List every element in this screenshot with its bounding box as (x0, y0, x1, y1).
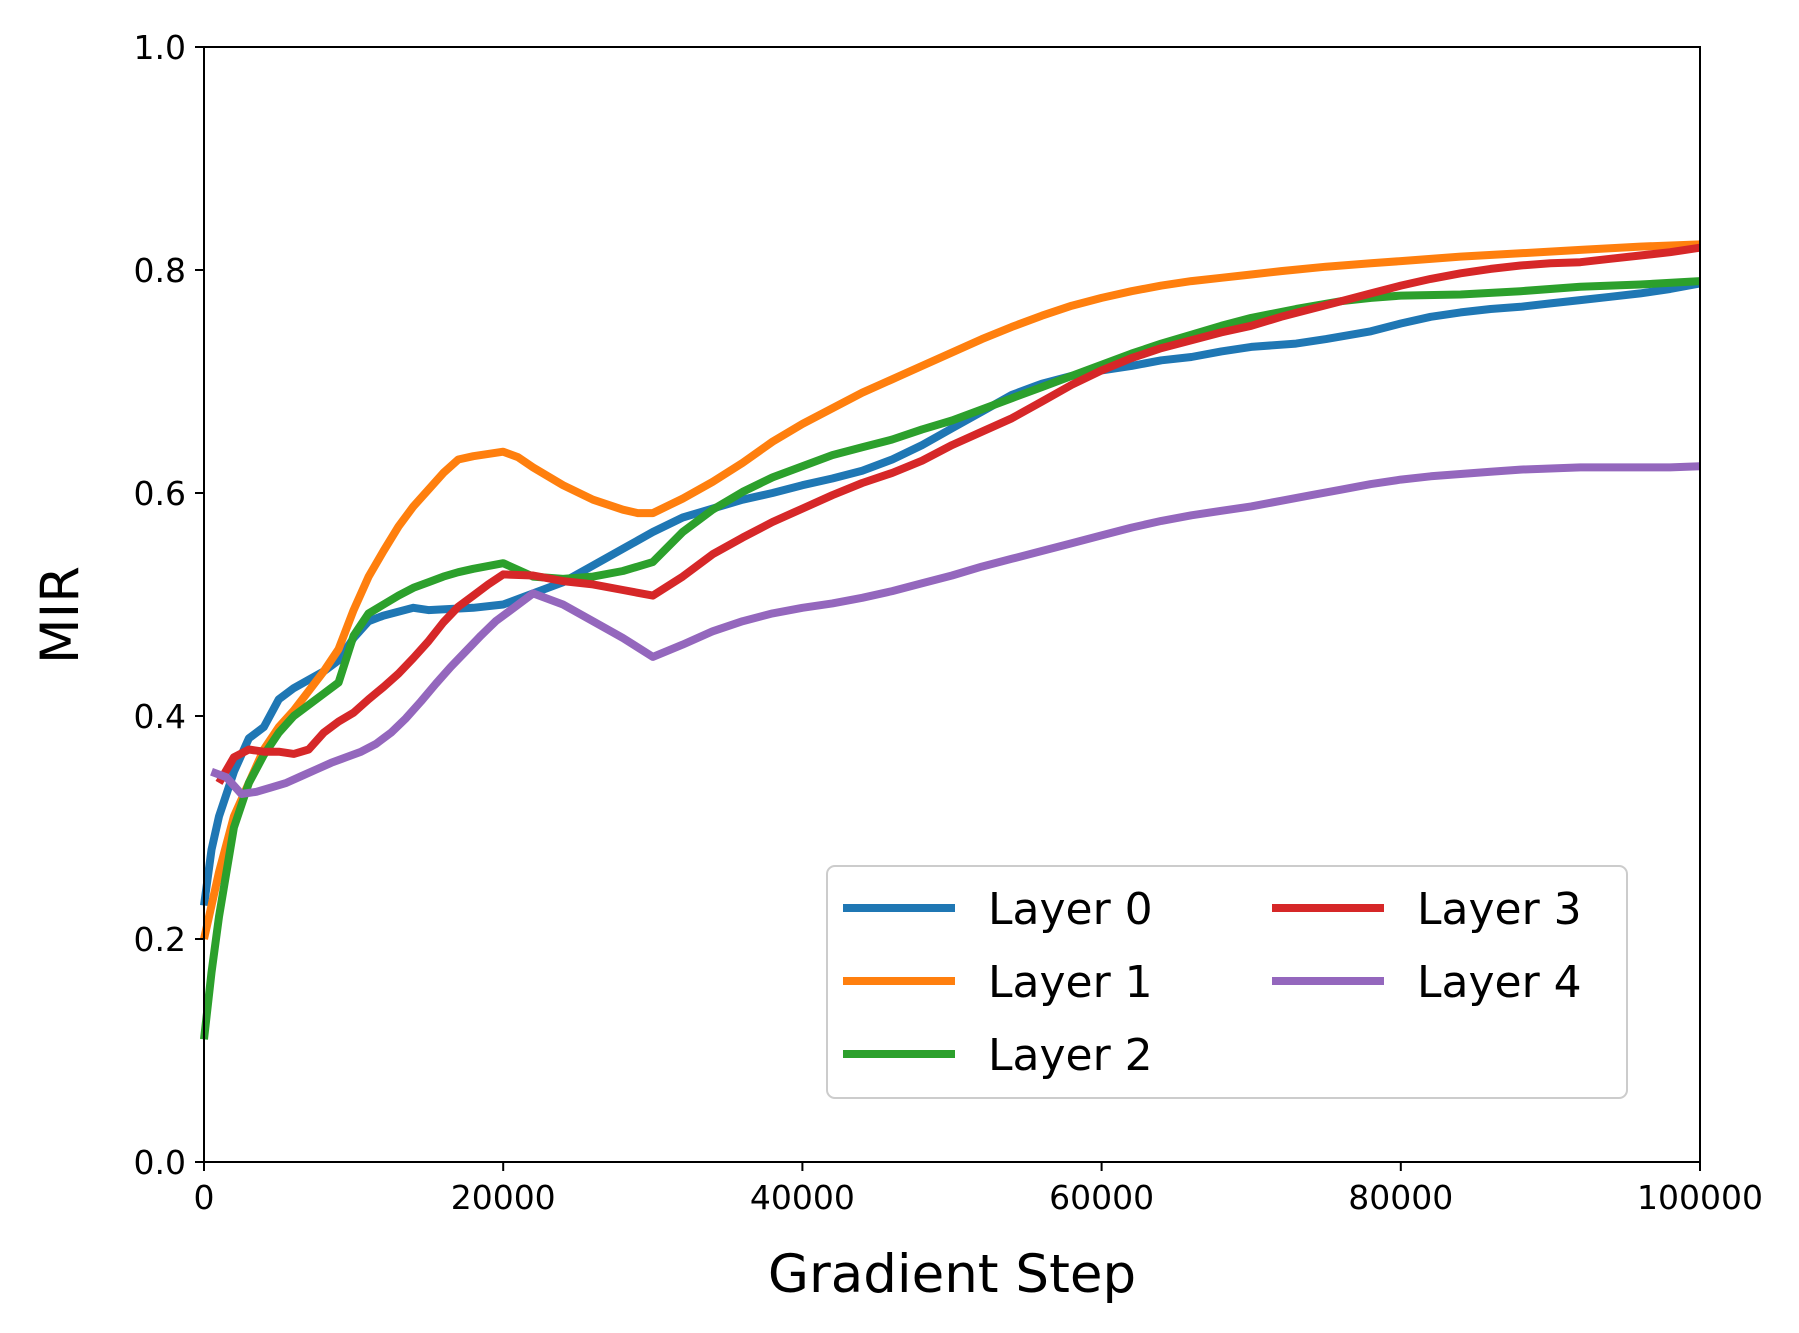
legend-box (826, 865, 1628, 1099)
series-lines (200, 240, 1701, 1040)
series-line-layer-2 (200, 277, 1701, 1040)
series-line-layer-4 (210, 462, 1701, 798)
legend-label-layer-2: Layer 2 (988, 1030, 1153, 1081)
x-axis-label: Gradient Step (768, 1244, 1136, 1305)
x-tick-label: 20000 (451, 1178, 556, 1217)
x-tick-label: 80000 (1348, 1178, 1453, 1217)
x-tick-label: 60000 (1049, 1178, 1154, 1217)
y-tick-label: 0.4 (134, 697, 186, 736)
y-axis-label: MIR (30, 566, 91, 664)
legend: Layer 0 Layer 1 Layer 2 Layer 3 Layer 4 (826, 865, 1628, 1099)
x-tick-label: 100000 (1637, 1178, 1763, 1217)
x-tick-label: 0 (194, 1178, 215, 1217)
y-tick-label: 1.0 (134, 28, 186, 67)
x-axis-ticks: 0 20000 40000 60000 80000 100000 (194, 1162, 1763, 1217)
y-tick-label: 0.8 (134, 251, 186, 290)
legend-label-layer-3: Layer 3 (1417, 884, 1582, 935)
y-tick-label: 0.0 (134, 1143, 186, 1182)
y-tick-label: 0.2 (134, 920, 186, 959)
series-line-layer-0 (200, 279, 1701, 907)
series-line-layer-1 (200, 240, 1701, 940)
x-tick-label: 40000 (750, 1178, 855, 1217)
legend-label-layer-1: Layer 1 (988, 957, 1153, 1008)
legend-label-layer-0: Layer 0 (988, 884, 1153, 935)
y-tick-label: 0.6 (134, 474, 186, 513)
legend-label-layer-4: Layer 4 (1417, 957, 1582, 1008)
y-axis-ticks: 0.0 0.2 0.4 0.6 0.8 1.0 (134, 28, 204, 1182)
series-line-layer-3 (215, 243, 1701, 785)
plot-area-frame (203, 46, 1701, 1163)
